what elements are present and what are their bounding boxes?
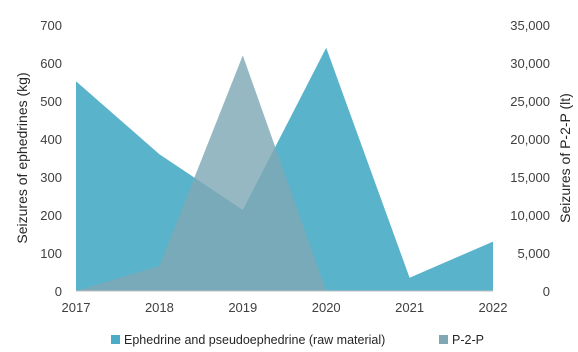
legend-label: P-2-P bbox=[452, 333, 484, 347]
left-y-tick-label: 500 bbox=[40, 94, 62, 109]
left-axis-title: Seizures of ephedrines (kg) bbox=[14, 72, 30, 243]
right-axis-tick-labels: 0 5,000 10,000 15,000 20,000 25,000 30,000 35,0… bbox=[510, 18, 550, 299]
left-y-tick-label: 700 bbox=[40, 18, 62, 33]
left-y-tick-label: 400 bbox=[40, 132, 62, 147]
right-y-tick-label: 15,000 bbox=[510, 170, 550, 185]
left-y-tick-label: 200 bbox=[40, 208, 62, 223]
x-tick-label: 2021 bbox=[395, 300, 424, 315]
x-tick-label: 2018 bbox=[145, 300, 174, 315]
series-layer bbox=[76, 47, 493, 292]
right-y-tick-label: 35,000 bbox=[510, 18, 550, 33]
right-axis-title: Seizures of P-2-P (lt) bbox=[557, 93, 573, 223]
x-axis-tick-labels: 2017 2018 2019 2020 2021 2022 bbox=[62, 300, 508, 315]
x-tick-label: 2017 bbox=[62, 300, 91, 315]
left-axis-tick-labels: 0 100 200 300 400 500 600 700 bbox=[40, 18, 62, 299]
x-tick-label: 2020 bbox=[312, 300, 341, 315]
right-y-tick-label: 30,000 bbox=[510, 56, 550, 71]
legend: Ephedrine and pseudoephedrine (raw mater… bbox=[111, 333, 484, 347]
left-y-tick-label: 600 bbox=[40, 56, 62, 71]
x-tick-label: 2022 bbox=[479, 300, 508, 315]
right-y-tick-label: 10,000 bbox=[510, 208, 550, 223]
right-y-tick-label: 25,000 bbox=[510, 94, 550, 109]
left-y-tick-label: 0 bbox=[55, 284, 62, 299]
legend-swatch bbox=[439, 335, 448, 344]
right-y-tick-label: 20,000 bbox=[510, 132, 550, 147]
left-y-tick-label: 100 bbox=[40, 246, 62, 261]
right-y-tick-label: 5,000 bbox=[517, 246, 550, 261]
left-y-tick-label: 300 bbox=[40, 170, 62, 185]
right-y-tick-label: 0 bbox=[543, 284, 550, 299]
series-area-2 bbox=[76, 55, 327, 292]
legend-swatch bbox=[111, 335, 120, 344]
x-tick-label: 2019 bbox=[228, 300, 257, 315]
legend-label: Ephedrine and pseudoephedrine (raw mater… bbox=[124, 333, 385, 347]
